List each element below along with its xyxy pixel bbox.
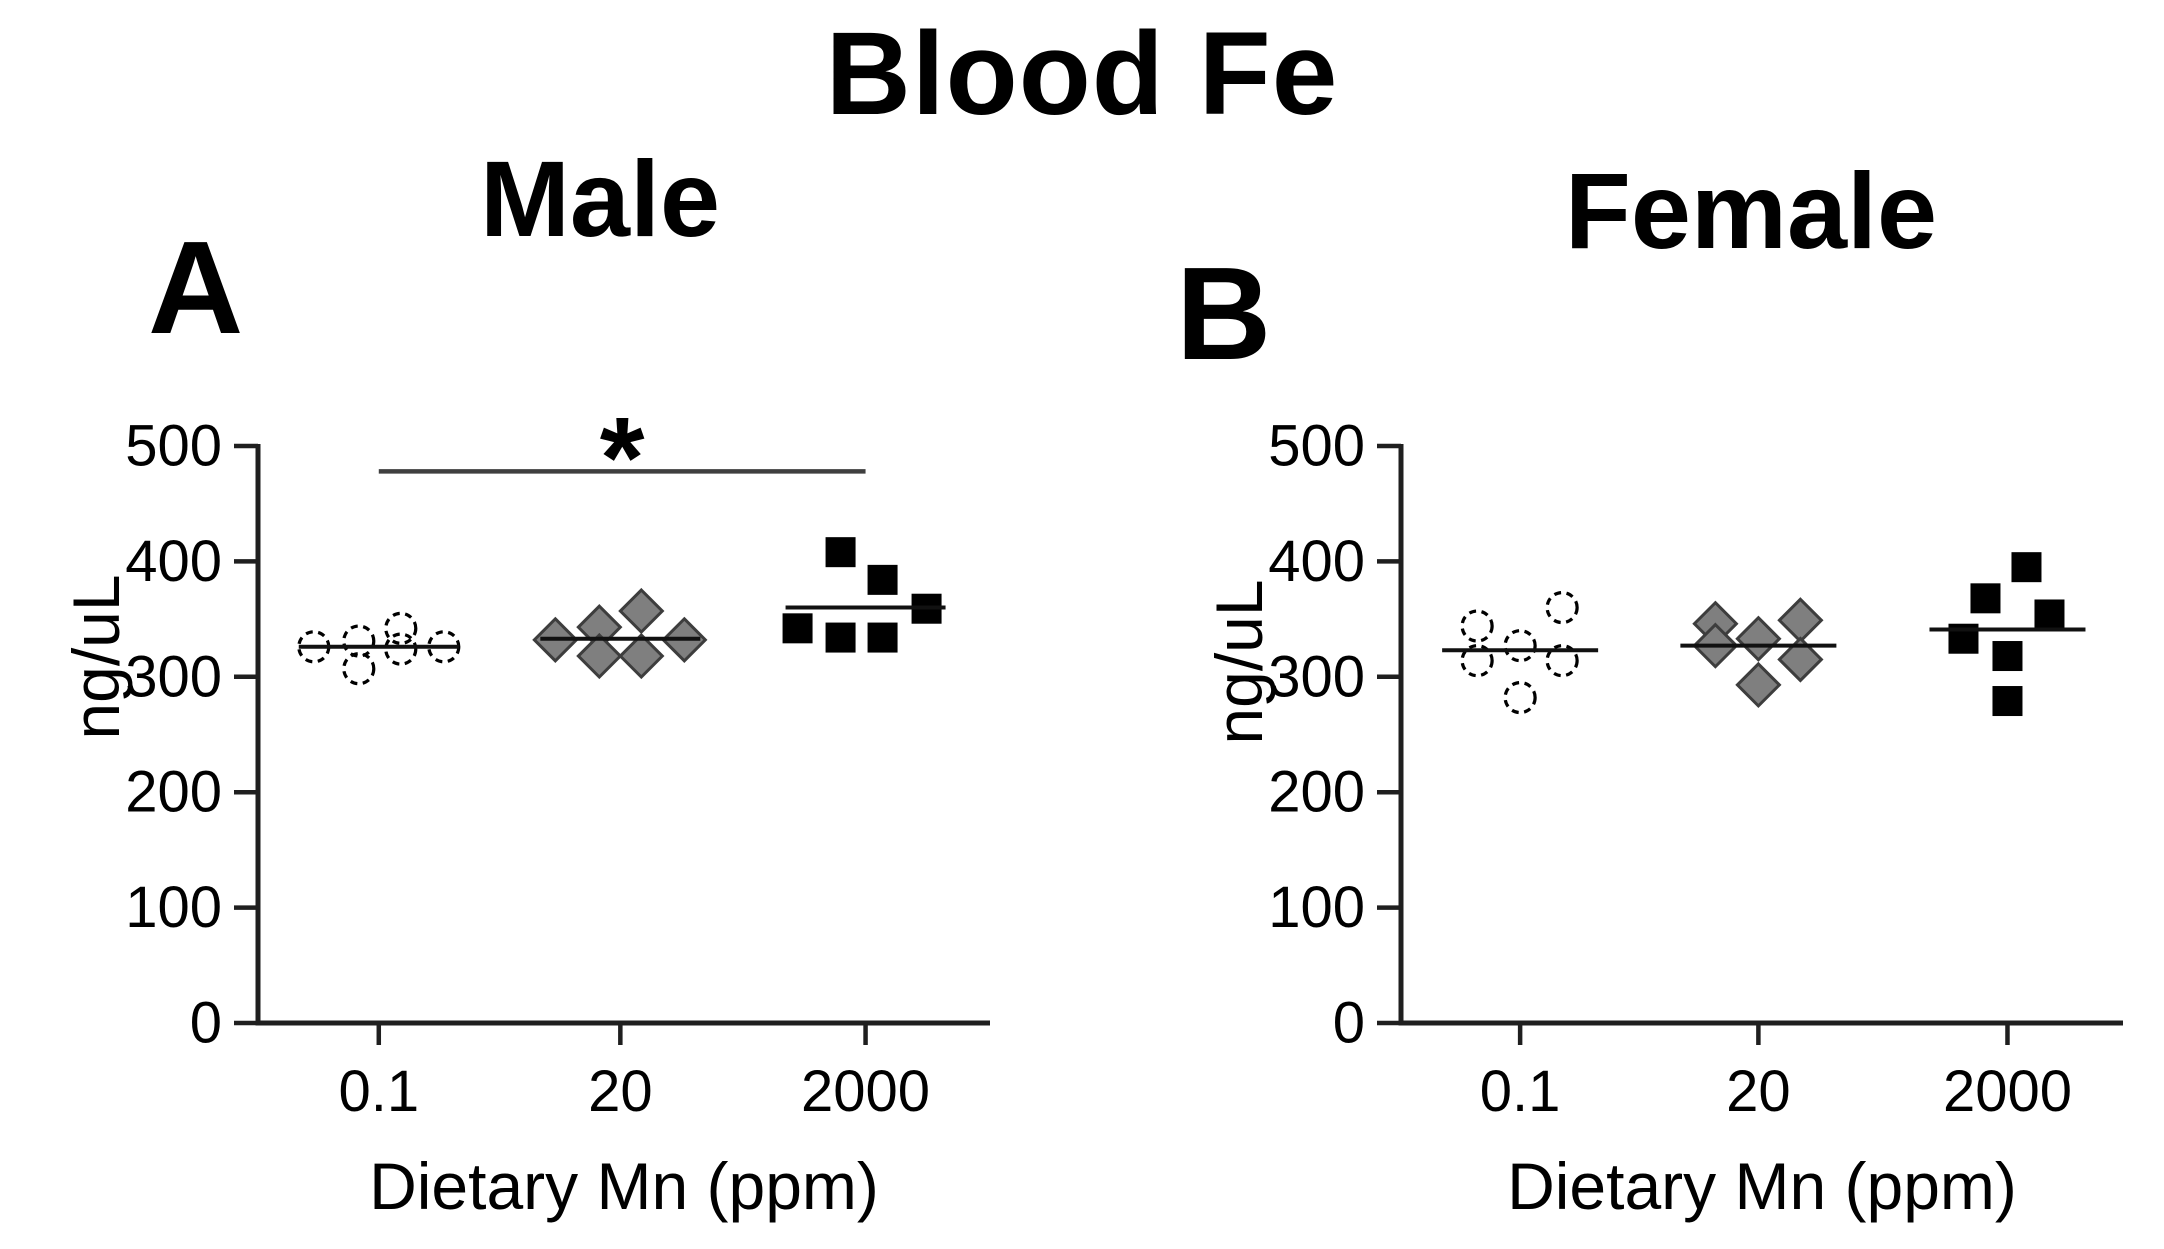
data-point-circle [342, 624, 376, 658]
data-point-square [2034, 599, 2065, 630]
y-tick-label: 0 [1333, 991, 1365, 1056]
panel-b-letter: B [1176, 240, 1272, 387]
data-point-square [825, 537, 856, 568]
x-axis-label-male: Dietary Mn (ppm) [369, 1149, 879, 1223]
group-0.1 [1442, 590, 1599, 715]
data-point-diamond [1777, 597, 1824, 644]
figure-title: Blood Fe [825, 8, 1339, 140]
group-20 [532, 587, 708, 680]
x-tick-label: 20 [588, 1059, 653, 1124]
y-tick-label: 400 [125, 529, 222, 594]
data-point-square [1992, 641, 2023, 672]
data-point-circle [342, 652, 376, 686]
group-2000 [782, 537, 946, 653]
x-tick-label: 20 [1726, 1059, 1791, 1124]
data-point-circle [1545, 644, 1579, 678]
significance-asterisk: * [600, 394, 645, 522]
data-point-diamond [1777, 636, 1824, 683]
data-point-diamond [618, 587, 665, 635]
group-0.1 [297, 611, 461, 686]
data-point-circle [384, 611, 418, 645]
x-tick-label: 2000 [1943, 1059, 2072, 1124]
y-tick-label: 100 [1268, 875, 1365, 940]
y-tick-label: 100 [125, 875, 222, 940]
data-point-circle [1545, 590, 1579, 625]
data-point-square [825, 622, 856, 653]
data-point-square [2011, 552, 2042, 583]
data-point-diamond [1735, 661, 1782, 708]
x-tick-label: 0.1 [338, 1059, 419, 1124]
group-20 [1680, 597, 1837, 708]
data-point-diamond [1735, 615, 1782, 662]
data-point-square [867, 564, 898, 595]
panel-a-title: Male [479, 138, 721, 259]
panel-b-plot: 0 100 200 300 400 500 0.1 20 2000 [1268, 414, 2123, 1124]
data-point-diamond [576, 632, 623, 680]
x-tick-label: 2000 [801, 1059, 930, 1124]
y-tick-label: 300 [1268, 644, 1365, 709]
data-point-circle [1460, 644, 1494, 678]
data-point-square [867, 622, 898, 653]
panel-b-title: Female [1564, 150, 1938, 271]
x-tick-label: 0.1 [1480, 1059, 1561, 1124]
data-point-square [782, 613, 813, 644]
data-point-circle [384, 632, 418, 666]
y-tick-label: 500 [125, 414, 222, 479]
panel-a-letter: A [148, 214, 244, 361]
data-point-circle [1503, 680, 1537, 715]
data-point-diamond [618, 632, 665, 680]
y-tick-label: 0 [190, 991, 222, 1056]
y-tick-label: 300 [125, 644, 222, 709]
data-point-square [1970, 583, 2001, 614]
data-point-circle [1503, 629, 1537, 663]
panel-a-plot: 0 100 200 300 400 500 0.1 20 2000 * [125, 394, 990, 1124]
y-tick-label: 500 [1268, 414, 1365, 479]
y-tick-label: 200 [1268, 760, 1365, 825]
y-tick-label: 400 [1268, 529, 1365, 594]
group-2000 [1929, 552, 2086, 717]
data-point-circle [1460, 609, 1494, 643]
x-axis-label-female: Dietary Mn (ppm) [1507, 1149, 2017, 1223]
y-tick-label: 200 [125, 760, 222, 825]
data-point-square [1992, 686, 2023, 717]
